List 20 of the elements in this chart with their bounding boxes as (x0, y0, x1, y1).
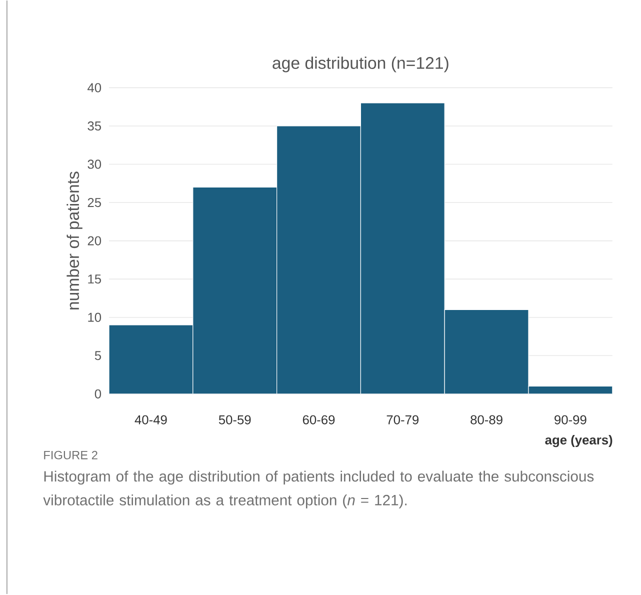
y-tick-label: 35 (88, 122, 101, 131)
y-tick-label: 15 (88, 274, 101, 284)
x-tick-label: 40-49 (134, 415, 167, 425)
y-tick-label: 10 (88, 312, 102, 322)
y-tick-label: 5 (94, 351, 101, 360)
y-tick-label: 40 (88, 83, 102, 92)
x-tick-label: 70-79 (386, 415, 419, 425)
text: Histogram of the age distribution of patients included to evaluate the subconscious vibrotactile stimulation as a treatment option (n = 121). (43, 470, 594, 509)
y-tick-label: 0 (94, 390, 102, 399)
y-tick-label: 20 (88, 236, 102, 246)
caption: FIGURE 2 (44, 451, 98, 460)
x-tick-label: 60-69 (302, 415, 335, 425)
x-tick-label: 90-99 (554, 415, 586, 425)
y-tick-label: 30 (88, 160, 102, 170)
x-axis-title: age (years) (545, 435, 612, 448)
x-tick-label: 80-89 (470, 415, 502, 425)
y-axis-title: number of patients (66, 172, 82, 310)
x-tick-label: 50-59 (218, 415, 251, 425)
y-tick-label: 25 (88, 198, 101, 208)
chart-title: age distribution (n=121) (272, 56, 448, 73)
